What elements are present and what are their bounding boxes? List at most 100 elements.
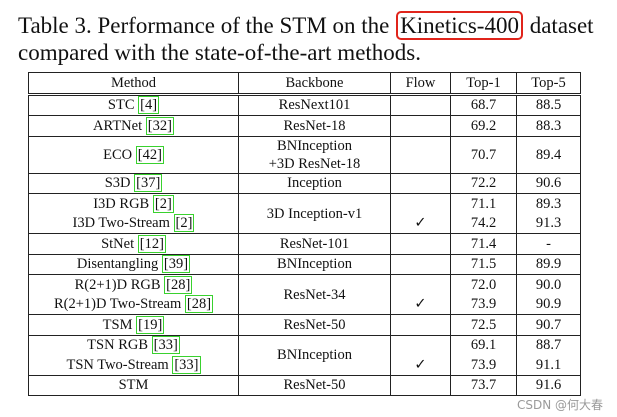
table-caption: Table 3. Performance of the STM on the K… (18, 11, 608, 66)
table-row: TSM [19] ResNet-50 72.5 90.7 (28, 314, 581, 335)
table-row: TSN RGB [33] BNInception 69.1 88.7 (28, 334, 581, 375)
flow-cell (390, 274, 451, 295)
flow-cell (390, 135, 451, 173)
header-backbone: Backbone (238, 72, 391, 95)
top5-cell: 91.1 (516, 355, 581, 375)
flow-cell: ✓ (390, 213, 451, 234)
table-row: STM ResNet-50 73.7 91.6 (28, 374, 581, 396)
method-cell: S3D [37] (28, 172, 239, 194)
backbone-cell: ResNet-50 (238, 374, 391, 396)
method-cell: R(2+1)D Two-Stream [28] (28, 294, 239, 315)
top5-cell: 89.3 (516, 193, 581, 214)
watermark: CSDN @何大春 (516, 398, 603, 412)
backbone-cell: ResNext101 (238, 92, 391, 116)
top5-cell: 90.0 (516, 274, 581, 295)
top5-cell: 90.6 (516, 172, 581, 194)
flow-cell (390, 115, 451, 136)
method-cell: STM (28, 374, 239, 396)
caption-suffix: dataset compared with the state-of-the-a… (18, 13, 594, 65)
flow-cell (390, 172, 451, 194)
table-row: StNet [12] ResNet-101 71.4 - (28, 233, 581, 254)
citation-link[interactable]: [39] (161, 255, 191, 274)
top1-cell: 72.5 (450, 314, 517, 335)
top1-cell: 69.2 (450, 115, 517, 136)
top1-cell: 73.9 (450, 294, 517, 315)
header-top1: Top-1 (450, 72, 517, 95)
citation-link[interactable]: [12] (137, 234, 166, 253)
method-cell: ARTNet [32] (28, 115, 239, 136)
backbone-cell: ResNet-34 (238, 274, 391, 315)
backbone-cell: BNInception (238, 253, 391, 275)
method-cell: ECO [42] (28, 135, 239, 173)
method-cell: TSN RGB [33] (28, 334, 239, 355)
header-top5: Top-5 (516, 72, 581, 95)
top1-cell: 70.7 (450, 135, 517, 173)
header-method: Method (28, 72, 239, 95)
flow-cell (390, 253, 451, 275)
method-cell: STC [4] (28, 92, 239, 116)
citation-link[interactable]: [2] (152, 194, 174, 213)
top5-cell: 89.9 (516, 253, 581, 275)
backbone-cell: BNInception (238, 334, 391, 375)
backbone-cell: ResNet-50 (238, 314, 391, 335)
citation-link[interactable]: [4] (138, 96, 160, 115)
header-flow: Flow (390, 72, 451, 95)
top5-cell: 88.5 (516, 92, 581, 116)
backbone-cell: 3D Inception-v1 (238, 193, 391, 234)
backbone-cell: ResNet-101 (238, 233, 391, 254)
citation-link[interactable]: [32] (145, 116, 174, 135)
method-cell: TSM [19] (28, 314, 239, 335)
top5-cell: 91.3 (516, 213, 581, 234)
caption-highlight: Kinetics-400 (396, 11, 523, 40)
table-row: R(2+1)D RGB [28] ResNet-34 72.0 90.0 (28, 274, 581, 315)
top1-cell: 71.1 (450, 193, 517, 214)
citation-link[interactable]: [37] (134, 174, 163, 193)
method-cell: I3D Two-Stream [2] (28, 213, 239, 234)
citation-link[interactable]: [28] (184, 295, 214, 314)
top1-cell: 73.9 (450, 355, 517, 375)
top1-cell: 68.7 (450, 92, 517, 116)
table-row: TSN Two-Stream [33] ✓ 73.9 91.1 (28, 355, 581, 375)
citation-link[interactable]: [2] (173, 214, 195, 233)
top5-cell: - (516, 233, 581, 254)
table-row: I3D Two-Stream [2] ✓ 74.2 91.3 (28, 213, 581, 234)
citation-link[interactable]: [19] (136, 315, 165, 334)
flow-cell: ✓ (390, 294, 451, 315)
method-cell: R(2+1)D RGB [28] (28, 274, 239, 295)
table-row: STC [4] ResNext101 68.7 88.5 (28, 92, 581, 116)
table-row: S3D [37] Inception 72.2 90.6 (28, 172, 581, 194)
backbone-cell: BNInception +3D ResNet-18 (238, 135, 391, 173)
flow-cell (390, 334, 451, 355)
flow-cell (390, 193, 451, 214)
top1-cell: 73.7 (450, 374, 517, 396)
citation-link[interactable]: [42] (135, 145, 164, 164)
backbone-cell: ResNet-18 (238, 115, 391, 136)
method-cell: I3D RGB [2] (28, 193, 239, 214)
flow-cell (390, 92, 451, 116)
top1-cell: 71.5 (450, 253, 517, 275)
top1-cell: 72.0 (450, 274, 517, 295)
top5-cell: 88.7 (516, 334, 581, 355)
table-row: ARTNet [32] ResNet-18 69.2 88.3 (28, 115, 581, 136)
results-table: Method Backbone Flow Top-1 Top-5 STC [4]… (28, 72, 581, 396)
top1-cell: 69.1 (450, 334, 517, 355)
table-row: Disentangling [39] BNInception 71.5 89.9 (28, 253, 581, 275)
top5-cell: 90.9 (516, 294, 581, 315)
header-row: Method Backbone Flow Top-1 Top-5 (28, 72, 581, 95)
flow-cell (390, 374, 451, 396)
table-row: I3D RGB [2] 3D Inception-v1 71.1 89.3 (28, 193, 581, 234)
top1-cell: 72.2 (450, 172, 517, 194)
caption-prefix: Table 3. Performance of the STM on the (18, 13, 390, 38)
backbone-cell: Inception (238, 172, 391, 194)
table-row: ECO [42] BNInception +3D ResNet-18 70.7 8… (28, 135, 581, 173)
flow-cell: ✓ (390, 355, 451, 375)
table-row: R(2+1)D Two-Stream [28] ✓ 73.9 90.9 (28, 294, 581, 315)
citation-link[interactable]: [33] (172, 355, 201, 374)
citation-link[interactable]: [33] (151, 336, 180, 355)
top5-cell: 91.6 (516, 374, 581, 396)
method-cell: TSN Two-Stream [33] (28, 355, 239, 375)
top1-cell: 74.2 (450, 213, 517, 234)
citation-link[interactable]: [28] (164, 275, 193, 294)
method-cell: Disentangling [39] (28, 253, 239, 275)
flow-cell (390, 314, 451, 335)
